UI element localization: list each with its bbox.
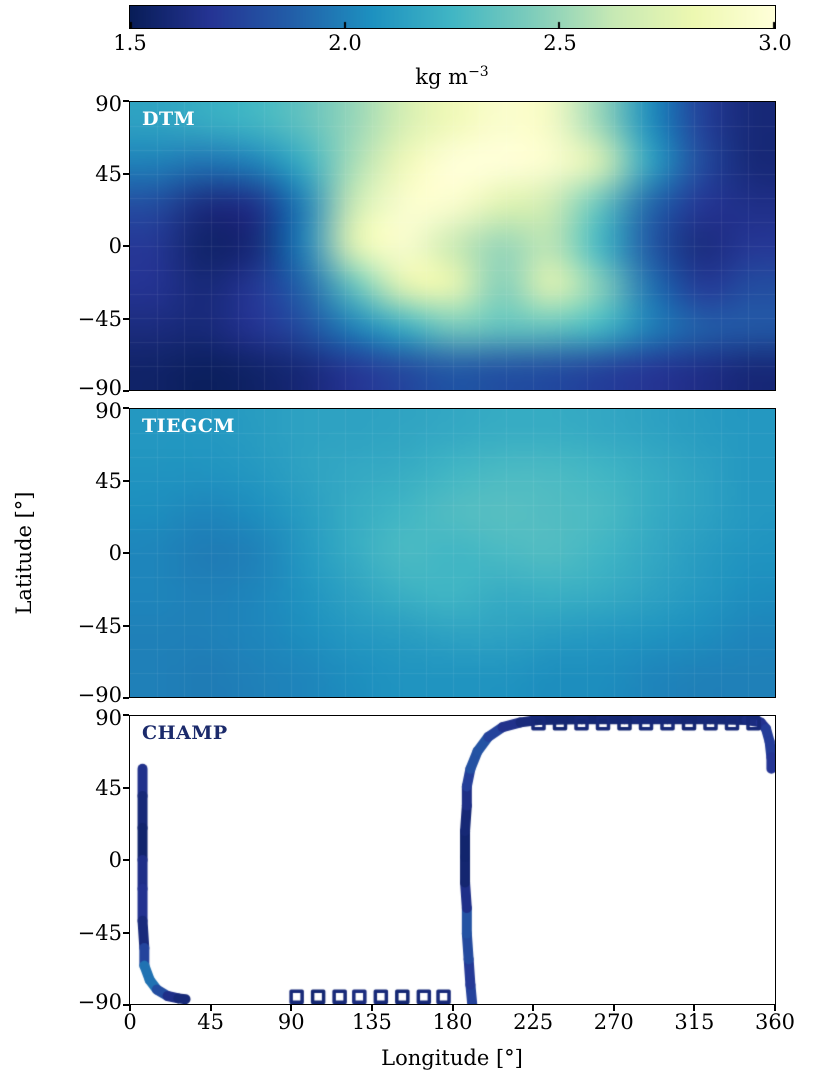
colorbar xyxy=(129,5,776,29)
y-tick-label: −45 xyxy=(77,920,122,945)
dtm-heatmap-canvas xyxy=(130,102,775,390)
x-tick-mark xyxy=(290,1005,293,1011)
x-tick-label: 180 xyxy=(432,1010,473,1034)
y-tick-label: 0 xyxy=(108,234,122,258)
y-tick-mark xyxy=(123,390,129,392)
x-tick-label: 270 xyxy=(593,1010,634,1034)
x-tick-mark xyxy=(451,1005,454,1011)
x-tick-mark xyxy=(129,1005,131,1011)
x-axis-label: Longitude [°] xyxy=(381,1046,523,1070)
colorbar-tick-label: 2.0 xyxy=(328,31,362,55)
tiegcm-heatmap-canvas xyxy=(130,409,775,697)
y-tick-mark xyxy=(123,714,129,716)
panel-title-tiegcm: TIEGCM xyxy=(142,415,235,437)
colorbar-gradient-canvas xyxy=(130,6,775,28)
y-tick-mark xyxy=(123,172,129,175)
panel-dtm-heatmap: DTM xyxy=(129,101,776,391)
y-tick-mark xyxy=(123,317,129,320)
x-tick-mark xyxy=(370,1005,373,1011)
y-tick-mark xyxy=(123,624,129,627)
colorbar-tick-label: 1.5 xyxy=(113,31,147,55)
y-tick-label: −90 xyxy=(77,990,122,1015)
panel-tiegcm-heatmap: TIEGCM xyxy=(129,408,776,698)
x-tick-mark xyxy=(774,1005,776,1011)
y-tick-mark xyxy=(123,931,129,934)
panel-title-dtm: DTM xyxy=(142,108,196,130)
y-tick-mark xyxy=(123,479,129,482)
y-tick-mark xyxy=(123,697,129,699)
y-tick-label: 0 xyxy=(108,541,122,565)
y-tick-label: 45 xyxy=(95,775,122,800)
y-tick-mark xyxy=(123,1004,129,1006)
y-tick-mark xyxy=(123,245,129,247)
x-tick-mark xyxy=(532,1005,535,1011)
colorbar-tick-label: 2.5 xyxy=(543,31,577,55)
x-tick-label: 135 xyxy=(351,1010,392,1034)
colorbar-tick-label: 3.0 xyxy=(758,31,792,55)
x-tick-label: 90 xyxy=(277,1010,305,1034)
y-tick-mark xyxy=(123,552,129,554)
y-tick-mark xyxy=(123,859,129,861)
champ-track-canvas xyxy=(130,716,775,1004)
colorbar-unit-base: kg m xyxy=(415,65,469,89)
x-tick-label: 315 xyxy=(674,1010,715,1034)
x-tick-label: 45 xyxy=(197,1010,224,1034)
y-tick-label: 90 xyxy=(95,398,122,423)
y-tick-mark xyxy=(123,786,129,789)
colorbar-unit-label: kg m−3 xyxy=(415,64,488,89)
x-tick-label: 225 xyxy=(513,1010,554,1034)
y-tick-label: 90 xyxy=(95,91,122,116)
panel-title-champ: CHAMP xyxy=(142,722,228,744)
x-tick-label: 0 xyxy=(123,1010,137,1034)
y-tick-label: 90 xyxy=(95,705,122,730)
y-tick-mark xyxy=(123,100,129,102)
y-tick-label: −45 xyxy=(77,613,122,638)
y-tick-label: −45 xyxy=(77,306,122,331)
y-tick-label: 45 xyxy=(95,161,122,186)
y-tick-mark xyxy=(123,407,129,409)
y-tick-label: 45 xyxy=(95,468,122,493)
y-tick-label: −90 xyxy=(77,376,122,401)
x-tick-mark xyxy=(209,1005,212,1011)
y-tick-label: 0 xyxy=(108,848,122,872)
panel-champ-track: CHAMP xyxy=(129,715,776,1005)
x-tick-label: 360 xyxy=(754,1010,796,1034)
x-tick-mark xyxy=(612,1005,615,1011)
colorbar-unit-exponent: −3 xyxy=(468,64,489,80)
x-tick-mark xyxy=(693,1005,696,1011)
y-tick-label: −90 xyxy=(77,683,122,708)
